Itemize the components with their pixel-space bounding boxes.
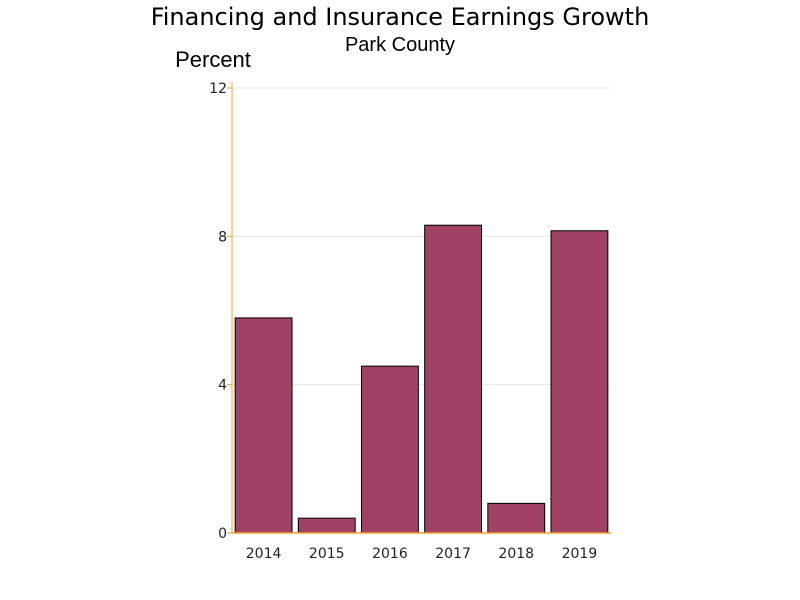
x-ticks: 2014 2015 2016 2017 2018 2019 — [246, 546, 597, 562]
axes — [231, 82, 611, 534]
y-axis-label: Percent — [175, 47, 251, 72]
x-tick-label: 2017 — [435, 546, 471, 562]
x-tick-label: 2018 — [498, 546, 534, 562]
bar-2014 — [234, 317, 293, 534]
gridlines — [232, 87, 611, 386]
y-tick-label: 4 — [218, 378, 227, 394]
bar-2019 — [550, 230, 609, 534]
x-tick-label: 2019 — [562, 546, 598, 562]
bar-2018 — [487, 502, 546, 534]
chart-subtitle: Park County — [345, 34, 455, 56]
y-ticks: 0 4 8 12 — [209, 81, 232, 542]
bar-2015 — [297, 517, 356, 534]
x-tick-label: 2014 — [246, 546, 282, 562]
y-tick-label: 8 — [218, 229, 227, 245]
bar-2017 — [424, 224, 483, 534]
bar-2016 — [360, 365, 419, 534]
x-tick-label: 2016 — [372, 546, 408, 562]
y-tick-label: 12 — [209, 81, 227, 97]
y-tick-label: 0 — [218, 526, 227, 542]
chart-title: Financing and Insurance Earnings Growth — [151, 3, 650, 31]
bars — [234, 224, 609, 534]
x-tick-label: 2015 — [309, 546, 345, 562]
